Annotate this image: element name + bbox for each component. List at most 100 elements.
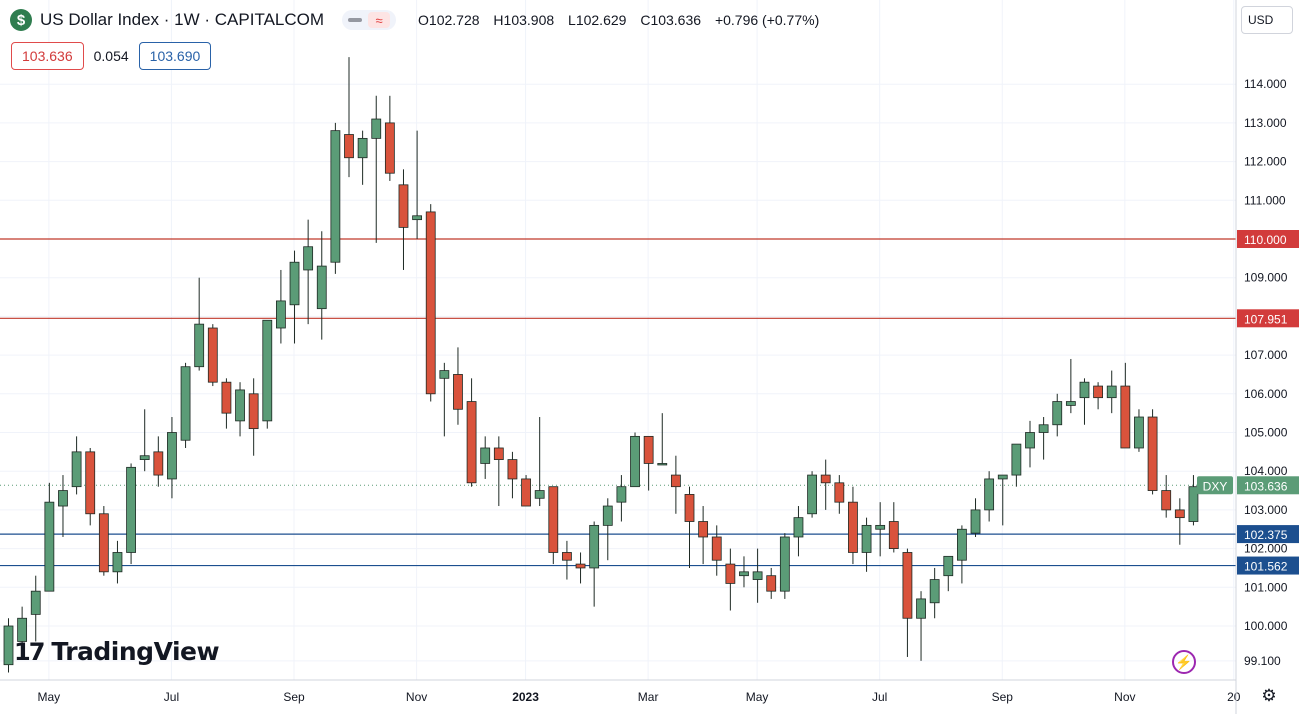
candle-body xyxy=(725,563,736,584)
candle xyxy=(44,482,55,592)
currency-selector[interactable]: USD xyxy=(1241,6,1293,34)
candle xyxy=(289,250,300,344)
candle-body xyxy=(248,393,259,430)
candle xyxy=(575,552,586,584)
candle xyxy=(1134,409,1144,452)
candle xyxy=(848,486,858,565)
candle-body xyxy=(1106,385,1117,399)
candle xyxy=(466,378,477,487)
candle xyxy=(17,606,28,657)
x-tick-label: Sep xyxy=(283,690,305,704)
candle xyxy=(453,347,463,425)
buy-price-button[interactable]: 103.690 xyxy=(138,42,212,70)
candle xyxy=(984,471,995,522)
current-price-label-bg xyxy=(1237,476,1299,495)
y-tick-label: 103.000 xyxy=(1244,503,1288,517)
candle-body xyxy=(1079,381,1090,399)
candle-body xyxy=(235,389,245,422)
candle xyxy=(303,219,314,325)
candle-body xyxy=(521,478,531,507)
candle-body xyxy=(984,478,995,511)
candle xyxy=(957,525,967,584)
y-tick-label: 100.000 xyxy=(1244,619,1288,633)
indicator-toggle[interactable]: ≈ xyxy=(342,10,397,30)
candle-body xyxy=(371,118,382,139)
candle xyxy=(98,506,109,576)
candle xyxy=(248,378,259,456)
candle xyxy=(807,471,817,518)
candle-body xyxy=(439,370,450,379)
candle xyxy=(752,548,763,603)
candle-body xyxy=(30,590,41,615)
candle-body xyxy=(630,435,640,488)
candle xyxy=(861,517,872,572)
candle-body xyxy=(3,625,14,666)
candle xyxy=(3,618,14,673)
candle xyxy=(371,95,382,243)
sell-price-button[interactable]: 103.636 xyxy=(11,42,84,70)
y-tick-label: 106.000 xyxy=(1244,387,1288,401)
candle xyxy=(602,498,613,561)
candle xyxy=(180,362,191,448)
candle-body xyxy=(861,524,872,553)
candle-body xyxy=(1174,509,1185,519)
spread-value: 0.054 xyxy=(93,48,129,64)
candle xyxy=(834,475,845,514)
candle-body xyxy=(153,451,164,476)
candle xyxy=(262,319,273,429)
candle-body xyxy=(589,524,600,569)
price-labels: 110.000 107.951 102.375 101.562 DXY 103.636 xyxy=(1197,230,1299,575)
candle xyxy=(916,591,926,661)
candle-body xyxy=(194,323,205,368)
candle xyxy=(221,378,232,429)
candle xyxy=(643,435,654,491)
candle-body xyxy=(698,521,709,538)
candle-body xyxy=(289,261,300,306)
candle xyxy=(384,95,395,181)
candle xyxy=(480,436,491,479)
dollar-icon: $ xyxy=(10,9,32,31)
candle xyxy=(1038,417,1049,460)
candle xyxy=(507,451,518,499)
candle-body xyxy=(398,184,409,228)
trade-panel: 103.636 0.054 103.690 xyxy=(11,42,212,70)
candle xyxy=(779,533,790,599)
candle-body xyxy=(752,571,763,580)
current-price-label: 103.636 xyxy=(1244,479,1288,493)
wave-icon[interactable]: ≈ xyxy=(368,12,391,28)
candle-body xyxy=(466,401,477,484)
candle xyxy=(548,486,559,565)
candle-body xyxy=(98,513,109,573)
candle xyxy=(820,459,831,510)
candle-body xyxy=(1052,401,1063,426)
y-tick-label: 112.000 xyxy=(1244,155,1287,169)
candle-body xyxy=(657,463,668,466)
candle-body xyxy=(929,579,940,604)
candle-body xyxy=(848,501,858,553)
y-tick-label: 109.000 xyxy=(1244,271,1288,285)
bolt-icon[interactable]: ⚡ xyxy=(1172,650,1196,674)
candle xyxy=(739,556,749,588)
level-label-bg xyxy=(1237,309,1299,328)
candle-body xyxy=(316,265,327,310)
candle-body xyxy=(1065,401,1076,406)
candle-body xyxy=(902,552,913,619)
candle xyxy=(330,122,341,274)
candle-body xyxy=(534,490,545,499)
candle xyxy=(711,525,722,576)
candle xyxy=(997,474,1008,526)
candle-body xyxy=(1147,416,1158,491)
tradingview-logo[interactable]: 17 TradingView xyxy=(14,637,220,666)
candle-body xyxy=(739,571,749,577)
candle xyxy=(85,447,96,526)
candle xyxy=(207,324,218,387)
candle-body xyxy=(303,246,314,271)
candle-body xyxy=(684,494,695,522)
candle xyxy=(902,548,913,657)
candle-body xyxy=(548,486,559,553)
candle xyxy=(875,502,886,557)
symbol-title[interactable]: US Dollar Index · 1W · CAPITALCOM xyxy=(40,10,325,29)
candle xyxy=(167,417,177,499)
gear-icon[interactable]: ⚙ xyxy=(1261,686,1277,705)
